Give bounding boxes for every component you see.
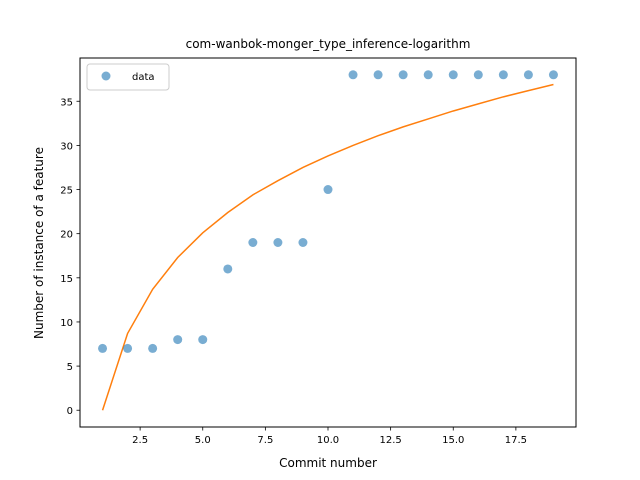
legend-label: data: [132, 72, 155, 83]
data-point: [98, 343, 108, 353]
legend: data: [86, 63, 170, 91]
y-tick-label: 25: [60, 186, 73, 197]
ticks-layer: 2.5 5.0 7.5 10.0 12.5 15.0 17.5 0 5 10 15 20 25 30 35: [60, 97, 527, 446]
y-tick-label: 15: [60, 274, 73, 285]
data-point: [273, 238, 283, 247]
x-axis-title: Commit number: [279, 456, 377, 470]
data-point: [423, 70, 433, 80]
y-tick-label: 5: [67, 362, 73, 373]
x-tick-label: 15.0: [442, 435, 464, 446]
y-tick-label: 35: [60, 97, 73, 108]
y-tick-label: 10: [60, 318, 73, 329]
data-point: [498, 70, 508, 80]
chart-title: com-wanbok-monger_type_inference-logarit…: [186, 37, 471, 51]
y-tick-label: 30: [60, 141, 73, 152]
data-point: [548, 70, 558, 80]
fit-line-layer: [101, 83, 554, 411]
x-tick-label: 5.0: [195, 435, 211, 446]
data-point: [298, 238, 308, 247]
data-point: [173, 335, 183, 345]
legend-box: [86, 63, 170, 91]
x-tick-label: 12.5: [379, 435, 401, 446]
data-point: [473, 70, 483, 80]
data-point: [348, 70, 358, 80]
data-point: [248, 238, 258, 247]
data-point: [223, 264, 233, 274]
fit-line: [101, 83, 554, 411]
data-point: [198, 335, 208, 345]
data-point: [148, 343, 158, 353]
legend-marker: [101, 71, 111, 81]
x-tick-label: 17.5: [505, 435, 527, 446]
data-point: [398, 70, 408, 80]
data-point: [373, 70, 383, 80]
data-point: [123, 343, 133, 353]
data-point: [323, 185, 333, 195]
x-tick-label: 10.0: [317, 435, 339, 446]
data-point: [448, 70, 458, 80]
data-point: [523, 70, 533, 80]
data-points-layer: [98, 70, 558, 353]
y-axis-title: Number of instance of a feature: [32, 147, 46, 339]
y-tick-label: 0: [67, 406, 73, 417]
x-tick-label: 2.5: [132, 435, 148, 446]
y-tick-label: 20: [60, 230, 73, 241]
x-tick-label: 7.5: [257, 435, 273, 446]
